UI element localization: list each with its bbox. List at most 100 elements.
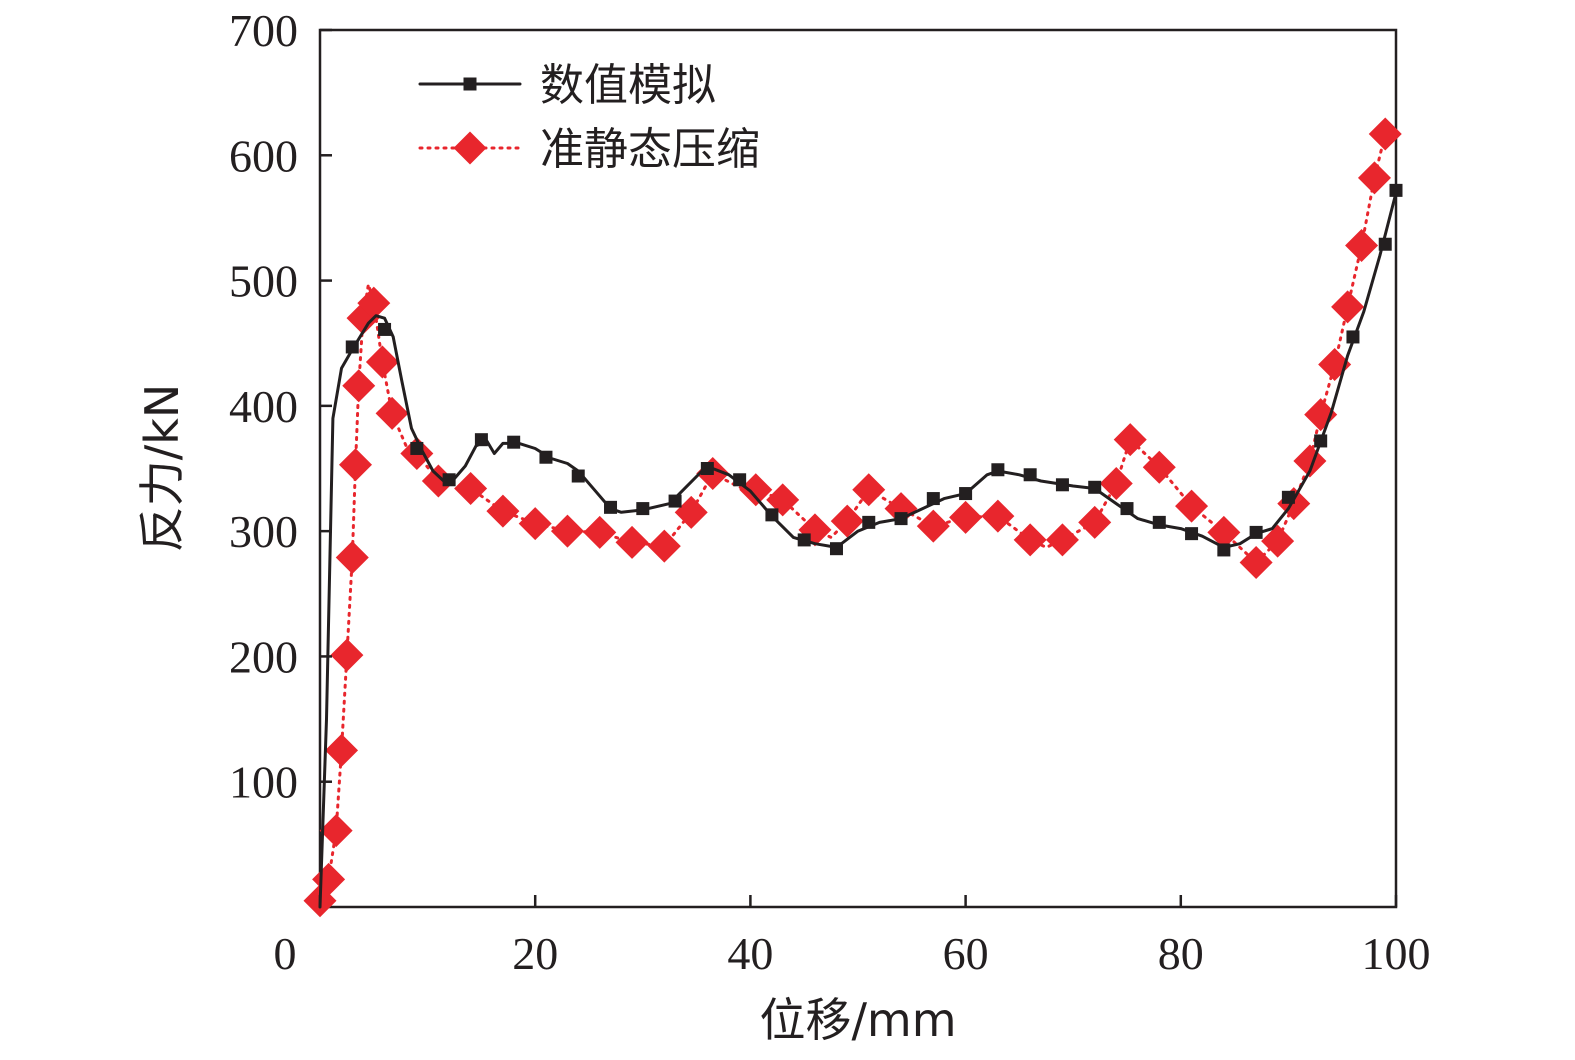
data-point-diamond [335,540,369,574]
y-tick-label: 700 [229,5,298,56]
data-point-square [926,492,940,506]
series-1 [318,183,1403,909]
data-point-square [463,77,477,91]
series-line [318,191,1398,909]
data-point-square [442,473,456,487]
y-tick-label: 500 [229,256,298,307]
y-tick-label: 100 [229,757,298,808]
data-point-diamond [1261,524,1295,558]
data-point-diamond [1099,467,1133,501]
axis-ticks: 0 20 40 60 80 100 100 200 300 400 500 600 700 [229,5,1431,979]
data-point-diamond [453,131,487,165]
data-point-square [1314,434,1328,448]
legend-label: 准静态压缩 [540,124,760,175]
data-point-diamond [830,504,864,538]
data-point-square [894,512,908,526]
data-point-diamond [766,483,800,517]
x-tick-label: 0 [274,928,297,979]
data-point-diamond [739,473,773,507]
data-point-square [862,515,876,529]
data-point-diamond [518,507,552,541]
plot-border [318,28,1398,909]
data-point-diamond [674,495,708,529]
data-point-diamond [1113,423,1147,457]
data-point-square [507,435,521,449]
data-point-square [797,533,811,547]
x-tick-label: 80 [1158,928,1204,979]
data-point-diamond [342,369,376,403]
data-point-square [474,433,488,447]
x-tick-label: 60 [943,928,989,979]
data-point-diamond [421,464,455,498]
data-point-diamond [1175,489,1209,523]
data-point-diamond [330,638,364,672]
data-point-square [1281,490,1295,504]
x-axis-title: 位移/mm [759,993,956,1047]
data-point-square [1389,183,1403,197]
data-point-diamond [319,814,353,848]
data-point-diamond [615,525,649,559]
data-point-diamond [375,396,409,430]
data-point-square [1249,525,1263,539]
data-point-diamond [1368,117,1402,151]
data-point-square [668,494,682,508]
y-axis-title: 反力/kN [135,384,189,553]
data-point-diamond [916,509,950,543]
data-point-diamond [550,514,584,548]
data-point-square [700,462,714,475]
data-point-diamond [884,492,918,526]
data-point-square [1055,478,1069,492]
data-point-diamond [1207,515,1241,549]
data-point-square [829,542,843,556]
y-tick-label: 600 [229,130,298,181]
data-point-diamond [1357,161,1391,195]
x-tick-label: 100 [1362,928,1431,979]
data-point-diamond [1304,398,1338,432]
data-point-diamond [1293,444,1327,478]
data-point-square [1120,502,1134,516]
y-tick-label: 400 [229,381,298,432]
data-point-square [1152,515,1166,529]
data-point-diamond [1239,545,1273,579]
data-point-diamond [852,473,886,507]
data-point-square [1088,480,1102,494]
data-point-square [991,463,1005,477]
series-2 [303,117,1402,918]
data-point-square [1346,330,1360,344]
data-point-square [410,441,424,455]
data-point-diamond [454,472,488,506]
y-tick-label: 300 [229,506,298,557]
data-point-diamond [325,733,359,767]
legend-item-2: 准静态压缩 [418,124,760,175]
data-point-square [1185,527,1199,541]
data-point-diamond [647,529,681,563]
plot-area [318,28,1398,909]
x-tick-label: 40 [727,928,773,979]
data-point-square [378,322,392,336]
data-point-diamond [1045,523,1079,557]
data-point-diamond [1013,523,1047,557]
data-point-square [539,450,553,464]
data-point-diamond [486,494,520,528]
data-point-diamond [357,286,391,320]
data-point-diamond [1078,505,1112,539]
data-point-square [636,502,650,516]
data-point-diamond [949,500,983,534]
x-tick-label: 20 [512,928,558,979]
legend-item-1: 数值模拟 [418,60,716,111]
data-point-square [604,500,618,514]
data-point-diamond [1142,450,1176,484]
data-point-square [1378,237,1392,251]
data-point-diamond [1345,228,1379,262]
data-point-diamond [981,499,1015,533]
data-point-square [1217,543,1231,557]
data-point-square [959,487,973,501]
data-point-diamond [583,515,617,549]
data-point-diamond [339,448,373,482]
data-point-square [1023,468,1037,482]
y-tick-label: 200 [229,631,298,682]
data-point-square [571,469,585,483]
series-layer [303,117,1403,918]
